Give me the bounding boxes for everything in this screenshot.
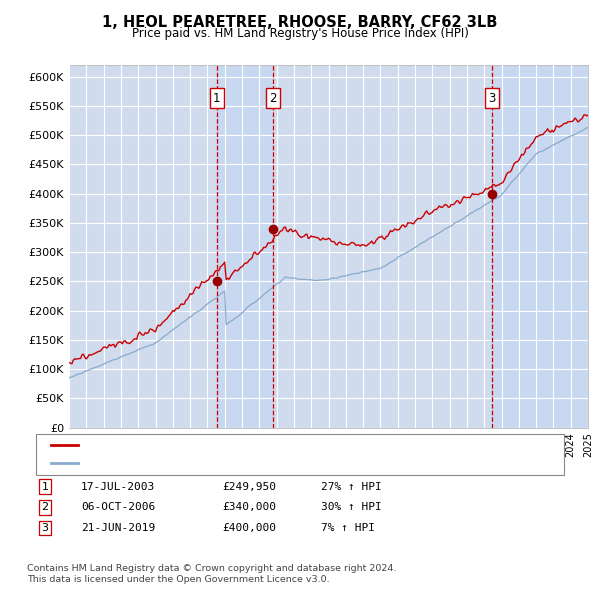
Text: 27% ↑ HPI: 27% ↑ HPI [321, 482, 382, 491]
Text: £400,000: £400,000 [222, 523, 276, 533]
Text: £340,000: £340,000 [222, 503, 276, 512]
Text: 2: 2 [269, 92, 277, 105]
Text: Contains HM Land Registry data © Crown copyright and database right 2024.: Contains HM Land Registry data © Crown c… [27, 565, 397, 573]
Text: 17-JUL-2003: 17-JUL-2003 [81, 482, 155, 491]
Text: 1, HEOL PEARETREE, RHOOSE, BARRY, CF62 3LB (detached house): 1, HEOL PEARETREE, RHOOSE, BARRY, CF62 3… [85, 440, 451, 450]
Text: HPI: Average price, detached house, Vale of Glamorgan: HPI: Average price, detached house, Vale… [85, 458, 388, 468]
Text: 1: 1 [213, 92, 220, 105]
Text: 7% ↑ HPI: 7% ↑ HPI [321, 523, 375, 533]
Text: 30% ↑ HPI: 30% ↑ HPI [321, 503, 382, 512]
Text: 1: 1 [41, 482, 49, 491]
Text: 3: 3 [488, 92, 496, 105]
Bar [272, 65, 492, 428]
Text: 21-JUN-2019: 21-JUN-2019 [81, 523, 155, 533]
Text: Price paid vs. HM Land Registry's House Price Index (HPI): Price paid vs. HM Land Registry's House … [131, 27, 469, 40]
Bar [217, 65, 272, 428]
Text: 3: 3 [41, 523, 49, 533]
Text: 2: 2 [41, 503, 49, 512]
Text: 1, HEOL PEARETREE, RHOOSE, BARRY, CF62 3LB: 1, HEOL PEARETREE, RHOOSE, BARRY, CF62 3… [103, 15, 497, 30]
Bar [69, 65, 217, 428]
Text: £249,950: £249,950 [222, 482, 276, 491]
Text: This data is licensed under the Open Government Licence v3.0.: This data is licensed under the Open Gov… [27, 575, 329, 584]
Text: 06-OCT-2006: 06-OCT-2006 [81, 503, 155, 512]
Bar [492, 65, 588, 428]
